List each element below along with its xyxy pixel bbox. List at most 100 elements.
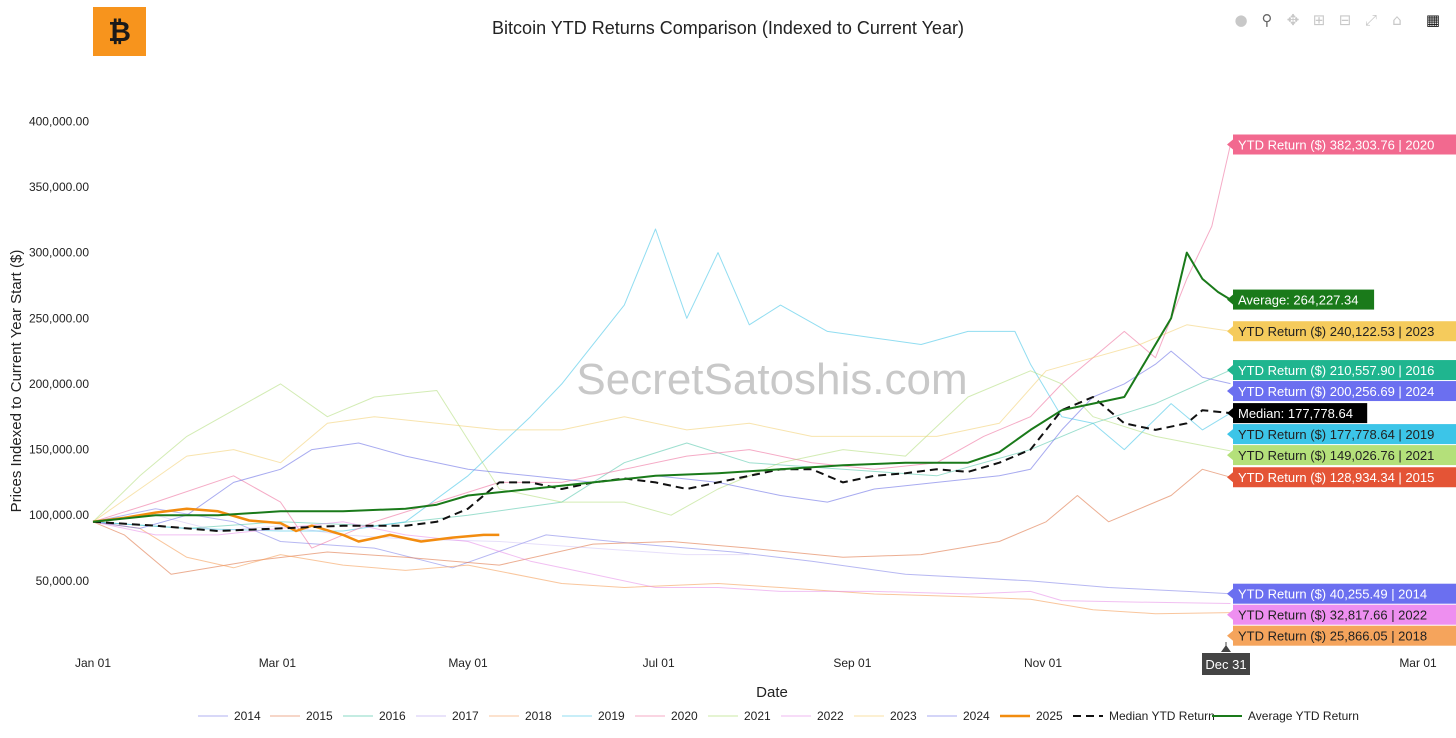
legend-item[interactable]: 2016: [343, 709, 406, 723]
legend-label: 2018: [525, 709, 552, 723]
hover-date-label: Dec 31: [1205, 657, 1246, 672]
legend-label: 2019: [598, 709, 625, 723]
legend-item[interactable]: 2017: [416, 709, 479, 723]
y-tick-label: 150,000.00: [29, 443, 89, 457]
x-tick-label: Mar 01: [259, 656, 297, 670]
end-label: YTD Return ($) 25,866.05 | 2018: [1227, 625, 1456, 646]
zoom-icon[interactable]: ⚲: [1261, 11, 1273, 29]
x-tick-label: Jan 01: [75, 656, 111, 670]
end-label-text: YTD Return ($) 200,256.69 | 2024: [1238, 384, 1434, 399]
x-tick-label: Nov 01: [1024, 656, 1062, 670]
series-line-2018[interactable]: [92, 521, 1231, 615]
y-tick-label: 100,000.00: [29, 508, 89, 522]
legend-label: 2021: [744, 709, 771, 723]
end-label-text: YTD Return ($) 128,934.34 | 2015: [1238, 470, 1434, 485]
series-line-average-ytd-return[interactable]: [92, 251, 1232, 523]
logo: ₿: [93, 7, 146, 56]
x-tick-label: Mar 01: [1399, 656, 1437, 670]
zoom-in-icon[interactable]: ⊞: [1312, 11, 1326, 29]
legend: 2014 2015 2016 2017 2018 2019 2020 2021 2022 2023…: [198, 709, 1359, 723]
series-line-2014[interactable]: [92, 508, 1231, 595]
series-line-2019[interactable]: [92, 228, 1231, 532]
plotly-logo-icon[interactable]: ▦: [1425, 11, 1441, 29]
legend-label: 2015: [306, 709, 333, 723]
series-line-2024[interactable]: [92, 350, 1231, 529]
legend-item[interactable]: 2018: [489, 709, 552, 723]
end-label-text: YTD Return ($) 240,122.53 | 2023: [1238, 324, 1434, 339]
x-axis-title: Date: [756, 684, 788, 701]
legend-item[interactable]: 2014: [198, 709, 261, 723]
end-label-text: YTD Return ($) 382,303.76 | 2020: [1238, 138, 1434, 153]
series-line-2023[interactable]: [92, 324, 1231, 523]
legend-label: 2017: [452, 709, 479, 723]
reset-axes-icon[interactable]: ⌂: [1392, 11, 1402, 29]
zoom-out-icon[interactable]: ⊟: [1338, 11, 1352, 29]
end-label: YTD Return ($) 149,026.76 | 2021: [1227, 445, 1456, 466]
legend-label: 2023: [890, 709, 917, 723]
end-label-text: YTD Return ($) 210,557.90 | 2016: [1238, 363, 1434, 378]
y-axis: 50,000.00 100,000.00 150,000.00 200,000.00 2…: [29, 114, 89, 588]
series-line-2015[interactable]: [92, 468, 1231, 575]
legend-item[interactable]: 2021: [708, 709, 771, 723]
legend-label: 2022: [817, 709, 844, 723]
watermark: SecretSatoshis.com: [576, 355, 967, 404]
hover-date-marker: Dec 31: [1202, 642, 1250, 675]
legend-item[interactable]: 2020: [635, 709, 698, 723]
legend-label: Median YTD Return: [1109, 709, 1215, 723]
legend-item[interactable]: Median YTD Return: [1073, 709, 1215, 723]
legend-label: 2014: [234, 709, 261, 723]
chart-title: Bitcoin YTD Returns Comparison (Indexed …: [492, 18, 964, 38]
end-label: YTD Return ($) 32,817.66 | 2022: [1227, 604, 1456, 625]
legend-item[interactable]: 2024: [927, 709, 990, 723]
end-label: YTD Return ($) 40,255.49 | 2014: [1227, 583, 1456, 604]
legend-item[interactable]: 2025: [1000, 709, 1063, 723]
y-tick-label: 300,000.00: [29, 246, 89, 260]
y-tick-label: 400,000.00: [29, 114, 89, 128]
series-line-2017[interactable]: [92, 514, 750, 556]
series-line-2022[interactable]: [92, 521, 1231, 604]
end-label: YTD Return ($) 382,303.76 | 2020: [1227, 134, 1456, 155]
x-tick-label: May 01: [448, 656, 488, 670]
end-labels: YTD Return ($) 382,303.76 | 2020 Average:…: [1227, 134, 1456, 646]
end-label: YTD Return ($) 240,122.53 | 2023: [1227, 321, 1456, 342]
x-tick-label: Jul 01: [643, 656, 675, 670]
x-tick-label: Sep 01: [833, 656, 871, 670]
series-line-2021[interactable]: [92, 370, 1231, 523]
end-label: YTD Return ($) 210,557.90 | 2016: [1227, 360, 1456, 381]
y-tick-label: 350,000.00: [29, 180, 89, 194]
camera-icon[interactable]: ●: [1234, 11, 1248, 29]
legend-item[interactable]: 2023: [854, 709, 917, 723]
end-label-text: YTD Return ($) 25,866.05 | 2018: [1238, 629, 1427, 644]
end-label-text: YTD Return ($) 32,817.66 | 2022: [1238, 608, 1427, 623]
end-label-text: Median: 177,778.64: [1238, 406, 1353, 421]
end-label: YTD Return ($) 177,778.64 | 2019: [1227, 424, 1456, 445]
legend-item[interactable]: 2015: [270, 709, 333, 723]
series-line-median-ytd-return[interactable]: [92, 396, 1231, 532]
legend-label: 2025: [1036, 709, 1063, 723]
end-label: Average: 264,227.34: [1227, 289, 1375, 310]
end-label-text: YTD Return ($) 40,255.49 | 2014: [1238, 587, 1427, 602]
end-label: YTD Return ($) 128,934.34 | 2015: [1227, 467, 1456, 488]
legend-item[interactable]: Average YTD Return: [1212, 709, 1359, 723]
legend-label: Average YTD Return: [1248, 709, 1359, 723]
series-line-2020[interactable]: [92, 144, 1231, 549]
end-label-text: Average: 264,227.34: [1238, 293, 1358, 308]
legend-label: 2016: [379, 709, 406, 723]
end-label: YTD Return ($) 200,256.69 | 2024: [1227, 381, 1456, 402]
end-label: Median: 177,778.64: [1227, 403, 1368, 424]
pan-icon[interactable]: ✥: [1286, 11, 1300, 29]
legend-item[interactable]: 2019: [562, 709, 625, 723]
plot-area[interactable]: [92, 144, 1232, 615]
modebar: ● ⚲ ✥ ⊞ ⊟ ⤢ ⌂ ▦: [1230, 9, 1448, 31]
legend-item[interactable]: 2022: [781, 709, 844, 723]
legend-label: 2024: [963, 709, 990, 723]
series-line-2016[interactable]: [92, 369, 1231, 529]
y-tick-label: 200,000.00: [29, 377, 89, 391]
x-axis: Jan 01 Mar 01 May 01 Jul 01 Sep 01 Nov 01 Mar …: [75, 656, 1437, 670]
y-tick-label: 50,000.00: [36, 574, 90, 588]
autoscale-icon[interactable]: ⤢: [1364, 11, 1377, 29]
y-axis-title: Prices Indexed to Current Year Start ($): [8, 250, 25, 513]
end-label-text: YTD Return ($) 177,778.64 | 2019: [1238, 427, 1434, 442]
y-tick-label: 250,000.00: [29, 311, 89, 325]
